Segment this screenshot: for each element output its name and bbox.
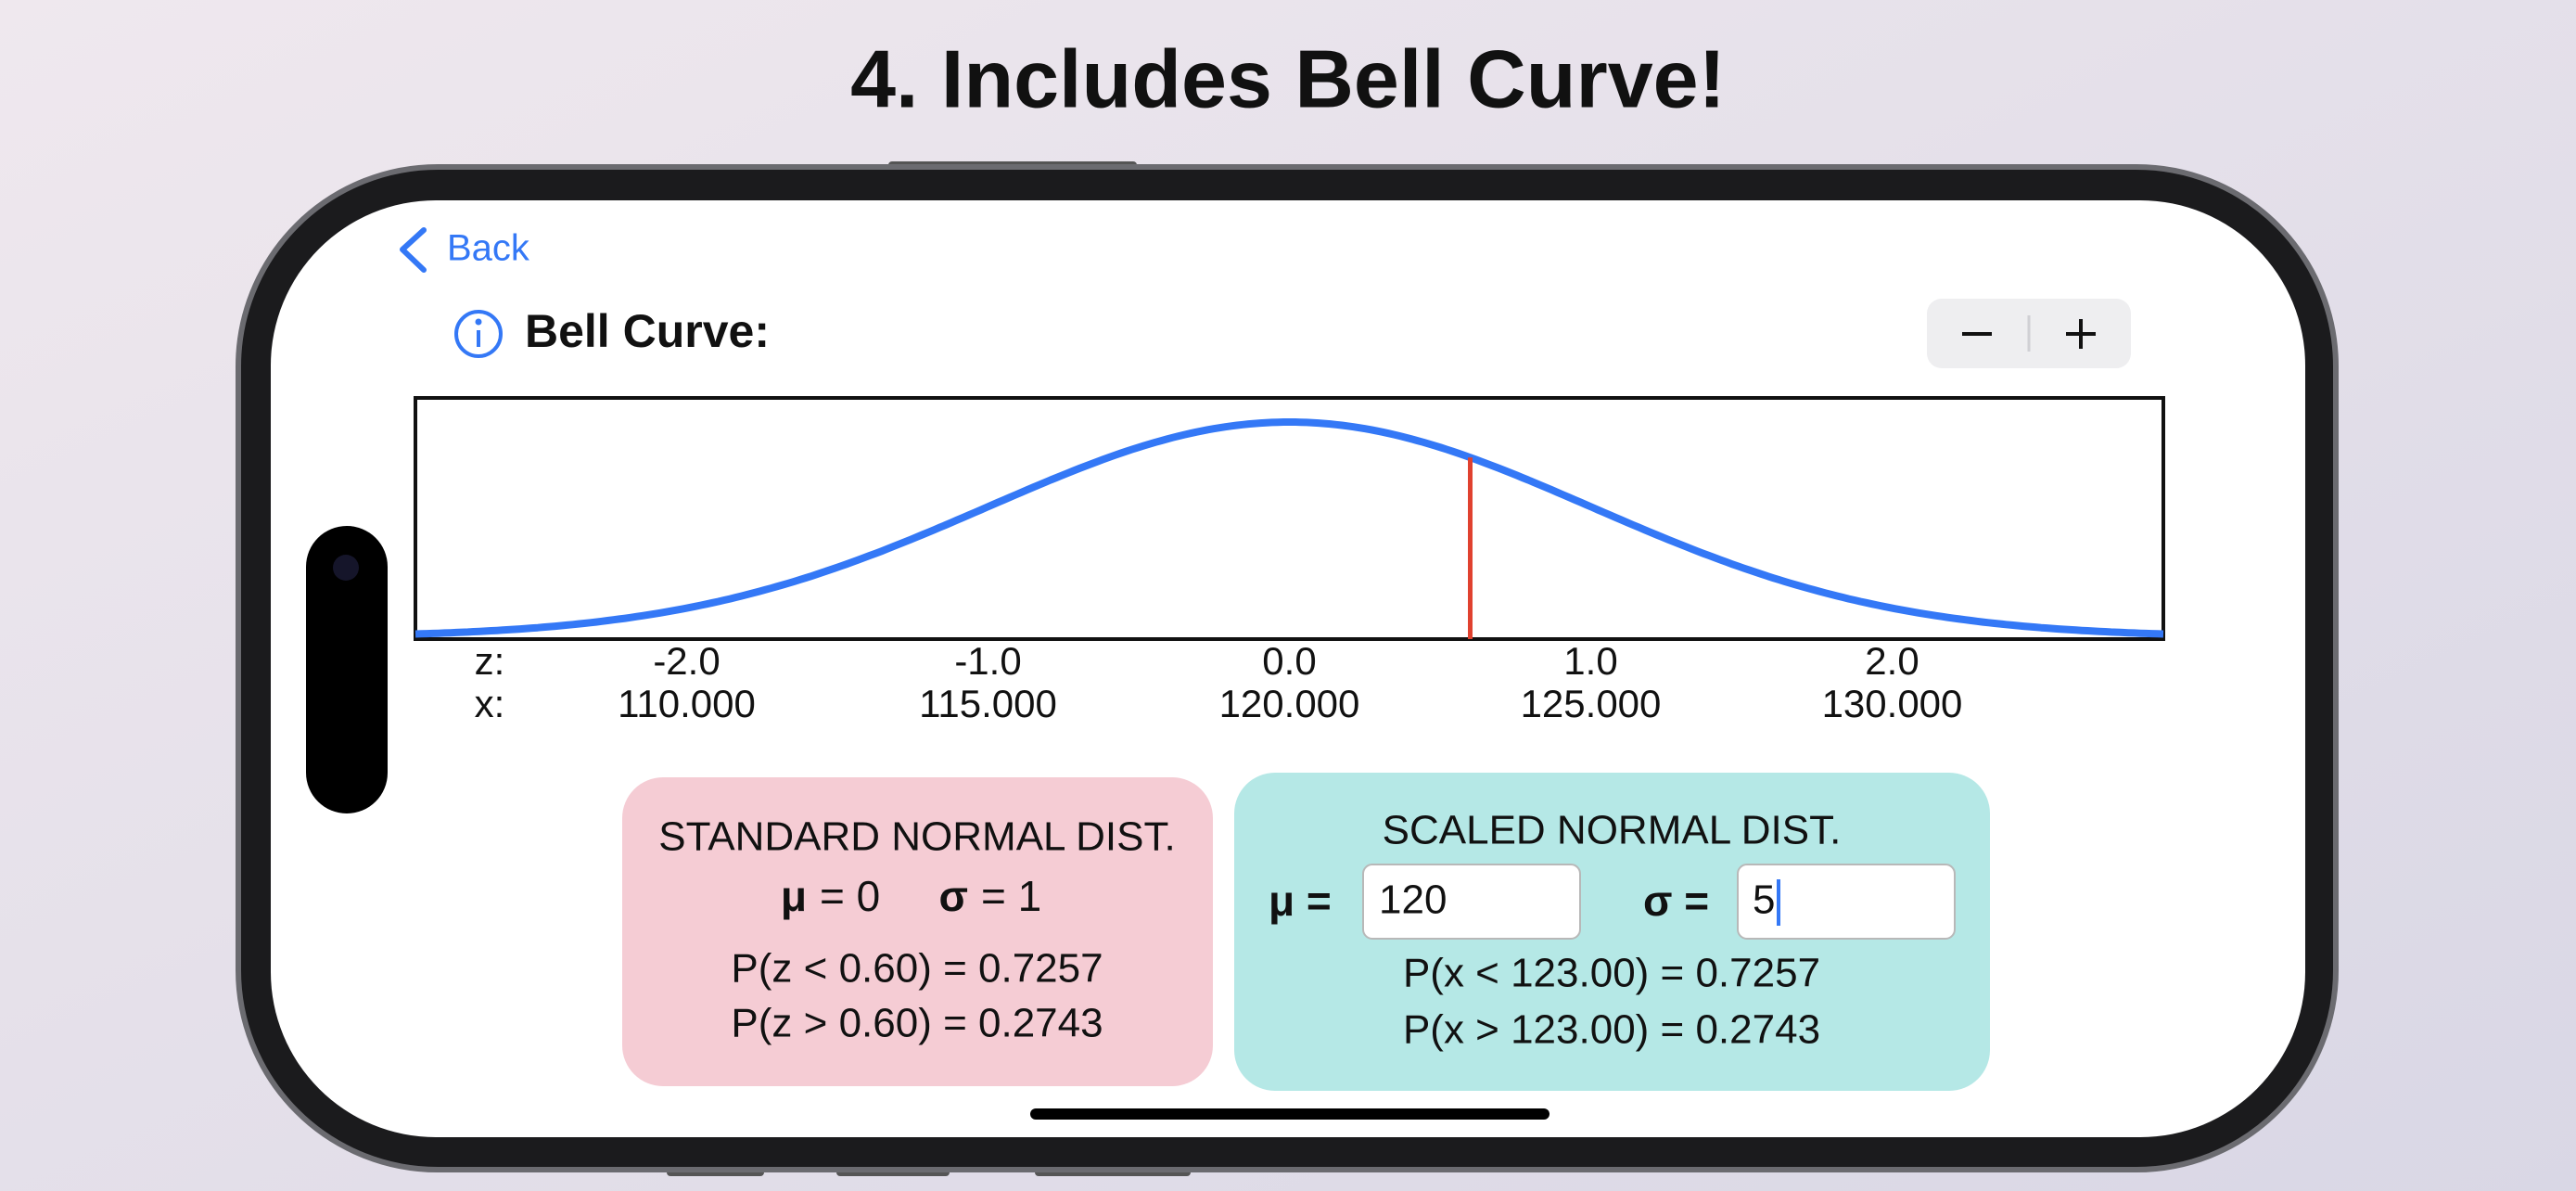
sigma-text: = 1 (981, 872, 1041, 920)
stepper-plus[interactable] (2066, 319, 2096, 349)
mu-input-text[interactable]: 120 (1379, 877, 1447, 923)
p-greater: P(z > 0.60) = 0.2743 (731, 1001, 1103, 1046)
back-label[interactable]: Back (447, 228, 530, 269)
p-less: P(z < 0.60) = 0.7257 (731, 946, 1103, 992)
bell-curve (414, 418, 2164, 638)
mu-symbol: μ (781, 872, 807, 920)
back-button[interactable]: Back (400, 227, 530, 273)
z-tick-label: -1.0 (954, 639, 1021, 683)
back-chevron (400, 227, 427, 273)
sigma-symbol: σ (939, 872, 968, 920)
plot-frame (414, 396, 2165, 641)
home-indicator (1030, 1108, 1549, 1120)
x-tick-label: 130.000 (1822, 682, 1963, 725)
sigma-input-text[interactable]: 5 (1753, 877, 1775, 923)
dynamic-island (306, 526, 388, 813)
scaled-panel (1234, 773, 1990, 1091)
bell-chart: z: x: -2.0 -1.0 0.0 1.0 2.0 110.000 115.000 120… (414, 396, 2165, 725)
z-tick-label: 1.0 (1563, 639, 1617, 683)
p-less: P(x < 123.00) = 0.7257 (1403, 951, 1820, 996)
standard-title: STANDARD NORMAL DIST. (658, 814, 1175, 860)
z-tick-label: 2.0 (1865, 639, 1919, 683)
camera (333, 555, 359, 581)
info-dot (475, 318, 482, 326)
z-tick-label: 0.0 (1262, 639, 1316, 683)
mu-input[interactable] (1362, 864, 1581, 940)
z-tick-label: -2.0 (653, 639, 720, 683)
scaled-title: SCALED NORMAL DIST. (1383, 808, 1842, 853)
info-icon (454, 310, 503, 358)
sigma-label: σ = (1643, 877, 1709, 925)
x-tick-label: 120.000 (1219, 682, 1360, 725)
mu-label: μ = (1269, 877, 1332, 925)
standard-panel (622, 777, 1213, 1086)
x-tick-label: 110.000 (618, 682, 756, 725)
p-greater: P(x > 123.00) = 0.2743 (1403, 1007, 1820, 1053)
page-title: 4. Includes Bell Curve! (850, 32, 1726, 124)
sigma-input[interactable] (1737, 864, 1956, 940)
section-title: Bell Curve: (525, 305, 770, 357)
z-axis-label: z: (475, 639, 505, 683)
info-button[interactable] (454, 310, 503, 358)
x-tick-label: 125.000 (1521, 682, 1662, 725)
x-axis-label: x: (475, 682, 505, 725)
x-tick-label: 115.000 (919, 682, 1057, 725)
mu-text: = 0 (820, 872, 880, 920)
